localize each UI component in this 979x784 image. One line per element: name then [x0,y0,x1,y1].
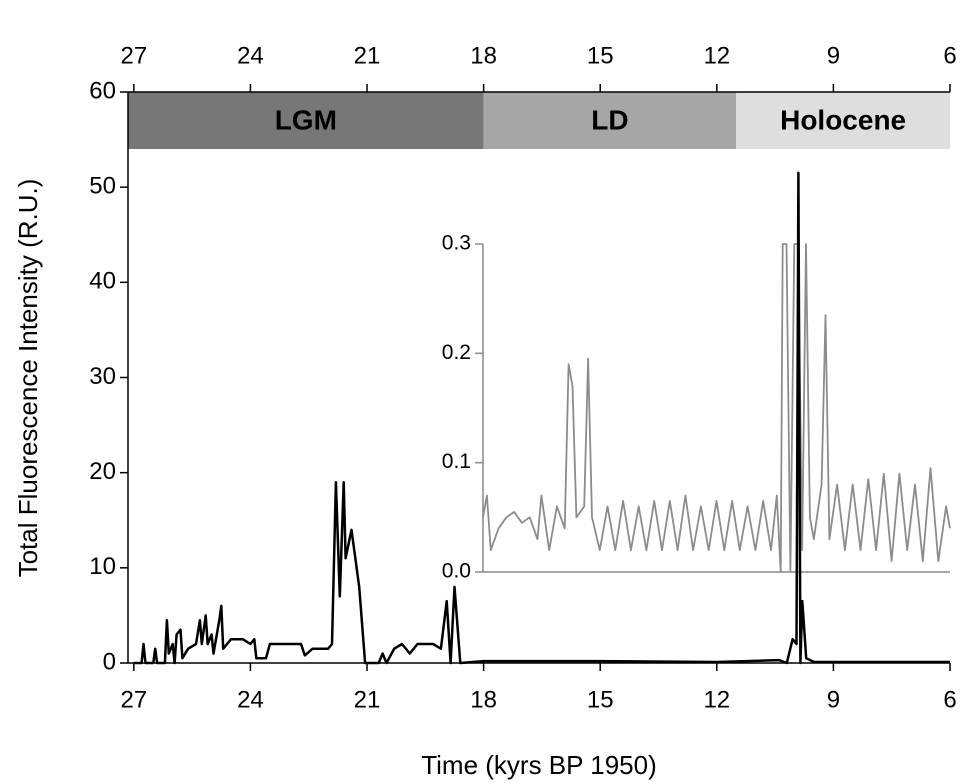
period-label: LD [591,104,628,135]
top-x-tick-label: 27 [120,42,147,69]
y-tick-label: 40 [89,268,116,295]
top-x-tick-label: 9 [827,42,840,69]
top-x-tick-label: 12 [703,42,730,69]
top-x-tick-label: 6 [943,42,956,69]
x-tick-label: 27 [120,686,147,713]
y-tick-label: 0.0 [442,560,471,583]
period-band [128,92,484,149]
y-tick-label: 0.1 [442,450,471,473]
y-tick-label: 20 [89,458,116,485]
top-x-tick-label: 18 [470,42,497,69]
y-tick-label: 0.3 [442,232,471,255]
top-x-tick-label: 24 [237,42,264,69]
period-label: Holocene [780,104,906,135]
x-tick-label: 18 [470,686,497,713]
x-tick-label: 21 [354,686,381,713]
y-tick-label: 0.2 [442,341,471,364]
top-x-tick-label: 21 [354,42,381,69]
data-line [133,171,950,665]
x-tick-label: 6 [943,686,956,713]
period-label: LGM [275,104,337,135]
period-band [736,92,950,149]
x-tick-label: 9 [827,686,840,713]
y-tick-label: 60 [89,77,116,104]
y-tick-label: 30 [89,363,116,390]
y-tick-label: 0 [103,648,116,675]
y-axis-label: Total Fluorescence Intensity (R.U.) [13,179,43,578]
y-tick-label: 10 [89,553,116,580]
x-tick-label: 12 [703,686,730,713]
x-axis-label: Time (kyrs BP 1950) [421,750,657,780]
y-tick-label: 50 [89,173,116,200]
top-x-tick-label: 15 [587,42,614,69]
x-tick-label: 24 [237,686,264,713]
x-tick-label: 15 [587,686,614,713]
data-line [482,243,951,573]
period-band [483,92,737,149]
